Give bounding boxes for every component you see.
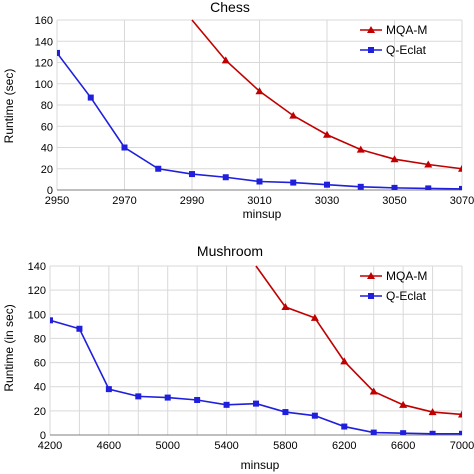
data-point — [369, 387, 378, 395]
x-tick-label: 4200 — [38, 440, 62, 452]
plot-area — [57, 19, 462, 190]
data-point — [57, 49, 60, 56]
x-tick-label: 3050 — [382, 195, 406, 207]
legend-entry: Q-Eclat — [386, 43, 427, 57]
x-tick-label: 5000 — [155, 440, 179, 452]
x-tick-label: 7000 — [450, 440, 474, 452]
mushroom-chart: Mushroom minsup Runtime (in sec) 0 20 40 60… — [2, 243, 474, 472]
data-point — [255, 87, 264, 95]
data-point — [324, 181, 330, 188]
data-point — [189, 171, 195, 178]
data-point — [340, 357, 349, 365]
y-tick-label: 20 — [34, 406, 46, 418]
x-tick-label: 2990 — [180, 195, 204, 207]
data-point — [164, 394, 171, 401]
data-point — [323, 130, 331, 138]
data-point — [194, 396, 201, 403]
y-tick-label: 140 — [35, 36, 53, 48]
y-tick-label: 80 — [41, 100, 53, 112]
x-axis-label: minsup — [241, 458, 280, 472]
data-point — [253, 400, 259, 407]
x-tick-label: 6200 — [332, 440, 356, 452]
chess-chart: Chess minsup Runtime (sec) 0 20 40 60 80 100 1… — [2, 0, 474, 221]
data-point — [50, 317, 53, 324]
data-point — [459, 430, 462, 435]
data-point — [357, 183, 364, 190]
data-point — [87, 94, 94, 101]
data-point — [356, 145, 365, 153]
plot-area — [50, 265, 462, 435]
data-point — [429, 430, 436, 435]
x-tick-label: 2950 — [45, 195, 69, 207]
data-point — [390, 155, 399, 163]
y-tick-label: 120 — [28, 285, 46, 297]
y-tick-label: 160 — [35, 15, 53, 27]
data-point — [425, 185, 432, 190]
legend: MQA-M Q-Eclat — [360, 23, 427, 57]
x-tick-label: 2970 — [112, 195, 136, 207]
series-line-mqa-m — [255, 265, 462, 416]
x-tick-label: 4600 — [97, 440, 121, 452]
data-point — [105, 386, 112, 393]
data-point — [428, 408, 437, 416]
data-point — [223, 401, 230, 408]
y-tick-label: 60 — [41, 121, 53, 133]
x-tick-label: 6600 — [391, 440, 415, 452]
x-tick-label: 5400 — [214, 440, 238, 452]
x-tick-label: 3030 — [315, 195, 339, 207]
y-tick-label: 40 — [34, 382, 46, 394]
data-point — [155, 165, 162, 172]
data-point — [221, 56, 230, 64]
y-tick-label: 100 — [28, 309, 46, 321]
y-tick-label: 40 — [41, 143, 53, 155]
x-tick-label: 5800 — [273, 440, 297, 452]
data-point — [399, 400, 408, 408]
data-point — [459, 185, 462, 190]
data-point — [222, 174, 229, 181]
data-point — [289, 111, 298, 119]
data-point — [424, 160, 433, 168]
chart-title: Mushroom — [197, 243, 263, 259]
data-point — [311, 412, 318, 419]
y-axis-label: Runtime (sec) — [2, 69, 16, 144]
y-tick-label: 120 — [35, 58, 53, 70]
data-point — [281, 303, 290, 311]
y-tick-label: 20 — [41, 164, 53, 176]
data-point — [76, 325, 83, 332]
x-tick-label: 3010 — [247, 195, 271, 207]
legend: MQA-M Q-Eclat — [360, 269, 427, 303]
data-point — [282, 409, 289, 416]
data-point — [121, 144, 128, 151]
data-point — [341, 423, 348, 430]
data-point — [256, 178, 263, 185]
y-tick-label: 0 — [47, 185, 53, 197]
data-point — [370, 429, 377, 435]
data-point — [310, 313, 319, 321]
data-point — [458, 410, 462, 418]
legend-marker — [367, 272, 375, 279]
legend-entry: Q-Eclat — [386, 289, 427, 303]
data-point — [458, 164, 462, 172]
x-axis-label: minsup — [243, 207, 282, 221]
chart-title: Chess — [210, 0, 250, 15]
legend-entry: MQA-M — [386, 269, 427, 283]
y-axis-label: Runtime (in sec) — [2, 304, 16, 391]
legend-marker — [368, 293, 374, 299]
data-point — [391, 184, 398, 190]
y-tick-label: 60 — [34, 358, 46, 370]
y-tick-label: 0 — [40, 430, 46, 442]
y-tick-label: 140 — [28, 261, 46, 273]
x-tick-label: 3070 — [450, 195, 474, 207]
legend-marker — [367, 26, 375, 33]
legend-entry: MQA-M — [386, 23, 427, 37]
data-point — [400, 430, 407, 435]
y-tick-label: 80 — [34, 333, 46, 345]
data-point — [135, 393, 142, 400]
y-tick-label: 100 — [35, 79, 53, 91]
data-point — [290, 179, 297, 186]
legend-marker — [368, 47, 374, 53]
